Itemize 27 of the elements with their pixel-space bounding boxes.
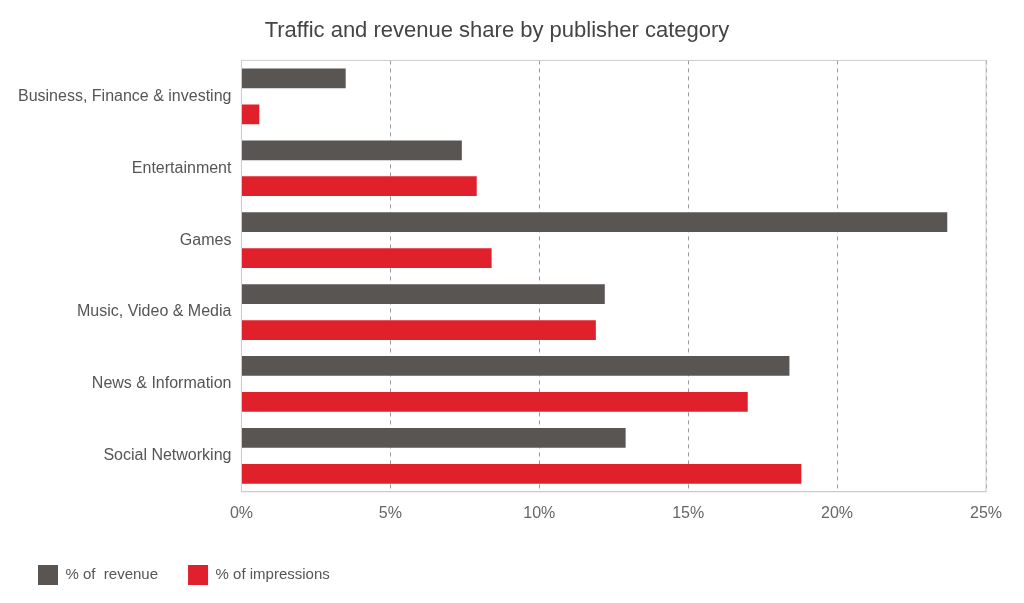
legend-label: % of revenue	[65, 565, 159, 583]
x-tick-label: 10%	[523, 503, 556, 521]
bar	[241, 463, 802, 484]
bar	[241, 212, 948, 233]
x-tick-label: 15%	[672, 503, 705, 521]
x-tick-label: 20%	[821, 503, 854, 521]
legend-label: % of impressions	[215, 565, 330, 583]
bar	[241, 427, 626, 448]
bar	[241, 176, 477, 197]
chart-title: Traffic and revenue share by publisher category	[264, 17, 730, 43]
y-tick-label: News & Information	[91, 374, 232, 392]
x-tick-label: 0%	[229, 503, 254, 521]
bar	[241, 284, 605, 304]
bar	[241, 392, 748, 412]
y-tick-label: Music, Video & Media	[76, 302, 232, 320]
y-tick-label: Business, Finance & investing	[17, 86, 232, 104]
bar	[241, 248, 492, 269]
bar	[241, 320, 596, 340]
y-tick-label: Entertainment	[131, 158, 232, 176]
x-tick-label: 25%	[969, 503, 1003, 521]
y-tick-label: Games	[179, 230, 232, 248]
x-tick-label: 5%	[378, 503, 402, 521]
bar	[241, 140, 462, 161]
bar	[241, 104, 260, 125]
bar	[241, 68, 346, 89]
y-tick-label: Social Networking	[103, 446, 232, 464]
bar	[241, 356, 790, 376]
